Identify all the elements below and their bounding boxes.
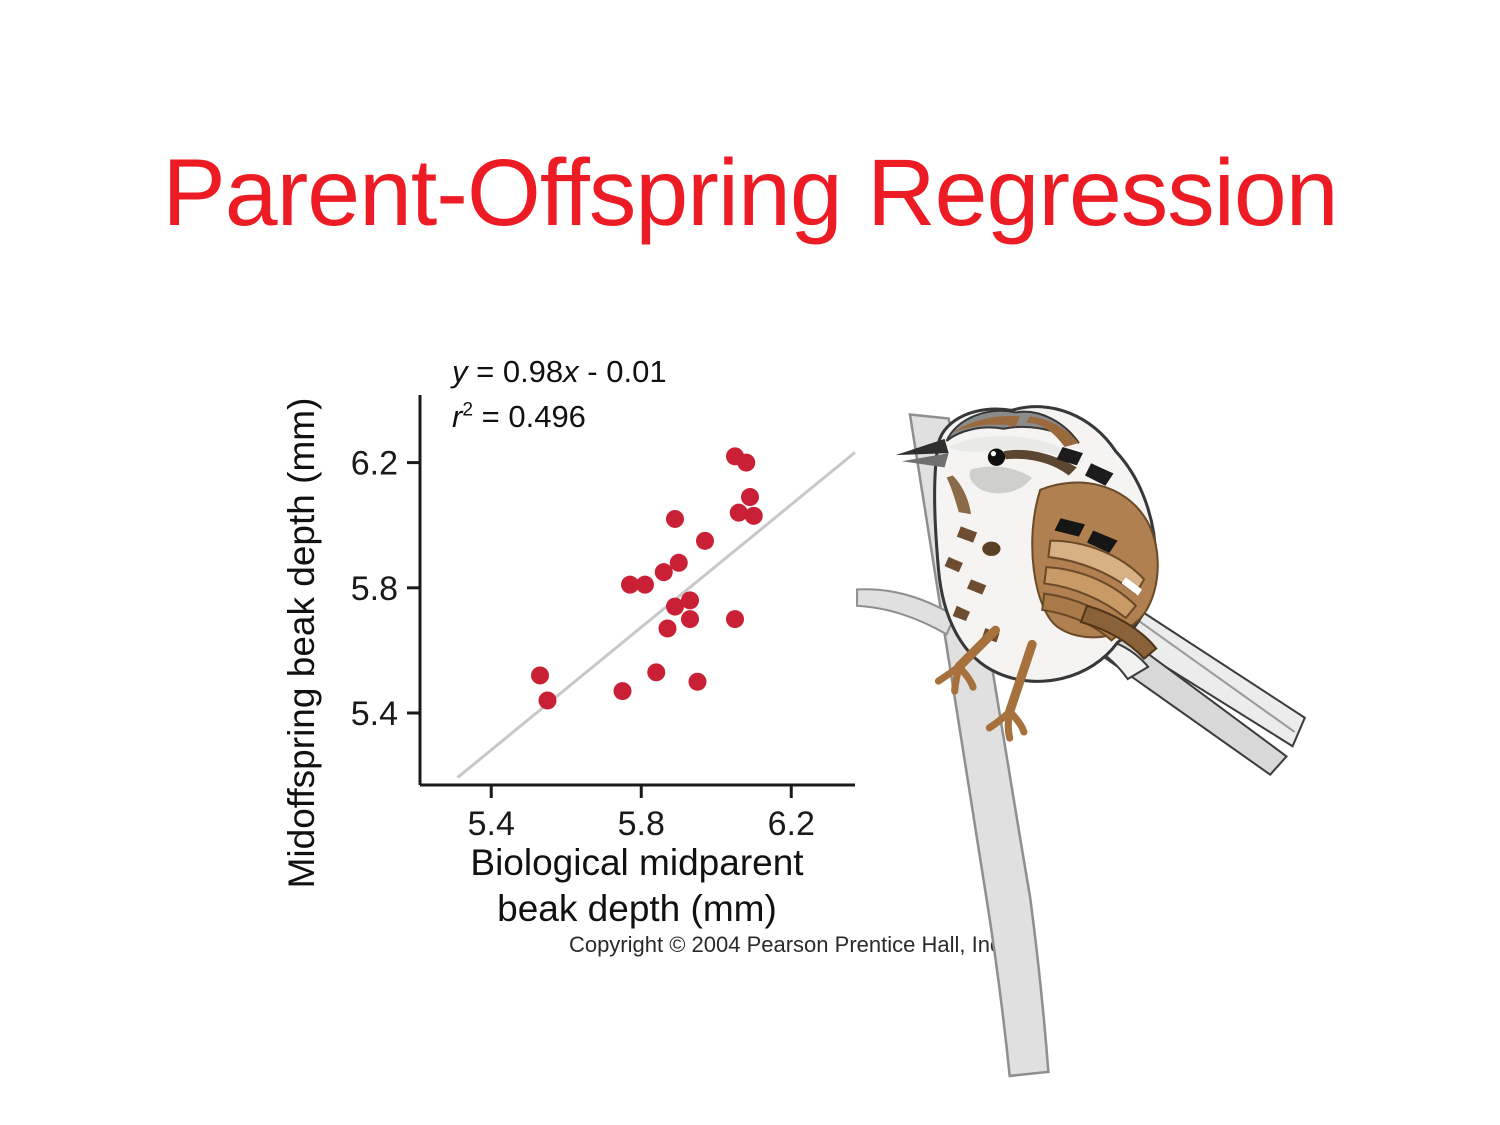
equation-x-variable: x <box>563 354 579 389</box>
data-point <box>737 453 756 472</box>
mantle-streak <box>1056 447 1083 466</box>
y-tick-label: 6.2 <box>351 445 398 483</box>
data-point <box>688 672 707 691</box>
wing-highlight <box>1121 577 1142 596</box>
breast-spot <box>982 541 1001 556</box>
mantle-streak <box>1085 463 1114 486</box>
regression-annotation: y = 0.98x - 0.01 r2 = 0.496 <box>452 350 667 440</box>
data-point <box>741 488 759 507</box>
r-squared-value: r2 = 0.496 <box>452 395 667 440</box>
eye-stripe <box>1003 449 1077 476</box>
sparrow-illustration <box>856 405 1307 1078</box>
y-tick-label: 5.8 <box>351 570 398 608</box>
data-point <box>696 531 714 550</box>
data-point <box>726 447 744 466</box>
data-point <box>654 563 673 582</box>
bird-eye-highlight <box>990 450 997 457</box>
breast-streak <box>956 526 978 543</box>
breast-streak <box>944 556 963 573</box>
bird-toe <box>955 663 977 691</box>
data-point <box>658 619 677 638</box>
r-superscript: 2 <box>462 399 474 421</box>
bird-toe <box>1006 708 1028 736</box>
bird-leg <box>1005 639 1037 717</box>
bird-eye <box>987 448 1006 466</box>
data-point <box>666 597 684 616</box>
slide-title: Parent-Offspring Regression <box>162 140 1338 246</box>
data-point <box>681 591 699 610</box>
beak-lower <box>901 453 949 468</box>
wing-covert-mark <box>1054 518 1085 537</box>
data-point <box>613 682 632 701</box>
x-tick-label: 5.4 <box>468 805 515 843</box>
breast-streak <box>952 605 971 622</box>
crown-stripe <box>1025 416 1079 448</box>
crown <box>945 409 1080 444</box>
data-point <box>666 509 684 528</box>
wing-covert-mark <box>1087 530 1118 553</box>
equation-intercept-text: - 0.01 <box>578 354 667 389</box>
equation-y-variable: y <box>452 354 468 389</box>
data-point <box>669 553 688 572</box>
data-point <box>744 506 763 525</box>
y-tick-label: 5.4 <box>351 695 398 733</box>
data-point <box>621 575 639 594</box>
y-axis-label-text: Midoffspring beak depth (mm) <box>281 397 322 889</box>
wing-feather <box>1047 539 1146 596</box>
equation-slope-text: = 0.98 <box>467 354 564 389</box>
tail-feather-line <box>1131 615 1296 733</box>
data-point <box>531 666 549 685</box>
data-point <box>636 575 654 594</box>
beak-upper <box>895 438 949 456</box>
regression-line <box>456 451 856 779</box>
data-point <box>681 610 699 629</box>
x-axis-label: Biological midparent beak depth (mm) <box>470 840 803 932</box>
x-tick-label: 6.2 <box>768 805 815 843</box>
malar-streak <box>946 475 972 515</box>
cheek-patch <box>969 466 1033 494</box>
x-tick-label: 5.8 <box>618 805 665 843</box>
data-point <box>647 663 666 682</box>
breast-streak <box>966 579 987 595</box>
y-axis-label: Midoffspring beak depth (mm) <box>281 398 323 889</box>
x-axis-label-line1: Biological midparent <box>470 842 804 883</box>
wing-feather <box>1043 566 1138 620</box>
data-point <box>538 691 557 710</box>
crown-stripe <box>952 416 1020 433</box>
supercilium <box>948 436 1083 464</box>
r-squared-text: = 0.496 <box>473 398 586 434</box>
bird-leg <box>954 625 1001 672</box>
data-point <box>729 503 748 522</box>
primary-feathers <box>1079 604 1158 661</box>
regression-equation: y = 0.98x - 0.01 <box>452 350 667 395</box>
x-axis-label-line2: beak depth (mm) <box>497 887 777 929</box>
copyright-notice: Copyright © 2004 Pearson Prentice Hall, … <box>568 932 1008 957</box>
r-variable: r <box>452 398 463 434</box>
data-point <box>726 610 744 629</box>
